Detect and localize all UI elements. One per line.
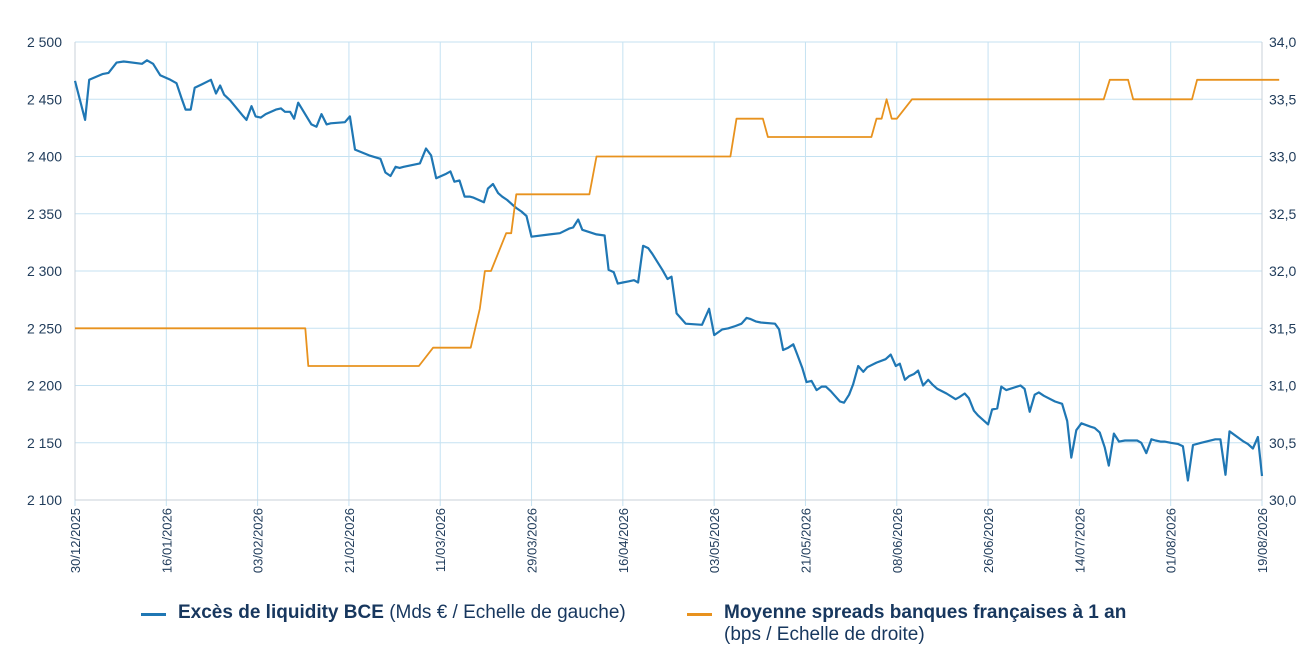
legend-item-spreads: Moyenne spreads banques françaises à 1 a… bbox=[687, 602, 1126, 646]
legend-swatch-spreads bbox=[687, 613, 712, 616]
series-lines bbox=[73, 59, 1280, 482]
series-line-liquidity bbox=[73, 59, 1264, 482]
axes: 2 100 2 150 2 200 2 250 2 300 2 350 2 400 2 450… bbox=[27, 34, 1297, 573]
y-right-tick-label: 33,0 bbox=[1269, 149, 1296, 165]
y-left-tick-label: 2 350 bbox=[27, 206, 62, 222]
y-left-tick-label: 2 100 bbox=[27, 492, 62, 508]
y-left-tick-label: 2 150 bbox=[27, 435, 62, 451]
x-tick-label: 01/08/2026 bbox=[1164, 508, 1179, 573]
y-right-tick-label: 32,5 bbox=[1269, 206, 1296, 222]
x-tick-label: 26/06/2026 bbox=[981, 508, 996, 573]
x-tick-label: 21/05/2026 bbox=[798, 508, 813, 573]
y-left-tick-label: 2 500 bbox=[27, 34, 62, 50]
x-tick-label: 08/06/2026 bbox=[890, 508, 905, 573]
y-left-tick-label: 2 300 bbox=[27, 263, 62, 279]
x-tick-label: 14/07/2026 bbox=[1072, 508, 1087, 573]
legend-suffix-spreads: (bps / Echelle de droite) bbox=[724, 624, 925, 645]
y-right-tick-label: 33,5 bbox=[1269, 91, 1296, 107]
x-tick-label: 30/12/2025 bbox=[68, 508, 83, 573]
x-tick-label: 03/05/2026 bbox=[707, 508, 722, 573]
legend-swatch-liquidity bbox=[141, 613, 166, 616]
y-right-tick-label: 31,0 bbox=[1269, 378, 1296, 394]
legend-item-liquidity: Excès de liquidity BCE (Mds € / Echelle … bbox=[141, 602, 626, 624]
y-left-tick-label: 2 450 bbox=[27, 91, 62, 107]
y-right-tick-label: 30,0 bbox=[1269, 492, 1296, 508]
y-right-tick-label: 34,0 bbox=[1269, 34, 1296, 50]
x-tick-label: 16/01/2026 bbox=[159, 508, 174, 573]
x-tick-label: 19/08/2026 bbox=[1255, 508, 1270, 573]
x-tick-label: 29/03/2026 bbox=[525, 508, 540, 573]
x-tick-label: 16/04/2026 bbox=[616, 508, 631, 573]
x-tick-label: 21/02/2026 bbox=[342, 508, 357, 573]
y-left-tick-label: 2 200 bbox=[27, 378, 62, 394]
y-left-tick-label: 2 400 bbox=[27, 149, 62, 165]
y-right-tick-label: 31,5 bbox=[1269, 320, 1296, 336]
series-line-spreads bbox=[75, 78, 1280, 367]
legend-label-liquidity: Excès de liquidity BCE bbox=[178, 602, 384, 623]
y-left-tick-label: 2 250 bbox=[27, 320, 62, 336]
legend-suffix-liquidity: (Mds € / Echelle de gauche) bbox=[389, 602, 626, 623]
y-right-tick-label: 30,5 bbox=[1269, 435, 1296, 451]
x-tick-label: 11/03/2026 bbox=[433, 508, 448, 572]
y-right-tick-label: 32,0 bbox=[1269, 263, 1296, 279]
legend-label-spreads: Moyenne spreads banques françaises à 1 a… bbox=[724, 602, 1127, 623]
x-tick-label: 03/02/2026 bbox=[251, 508, 266, 573]
